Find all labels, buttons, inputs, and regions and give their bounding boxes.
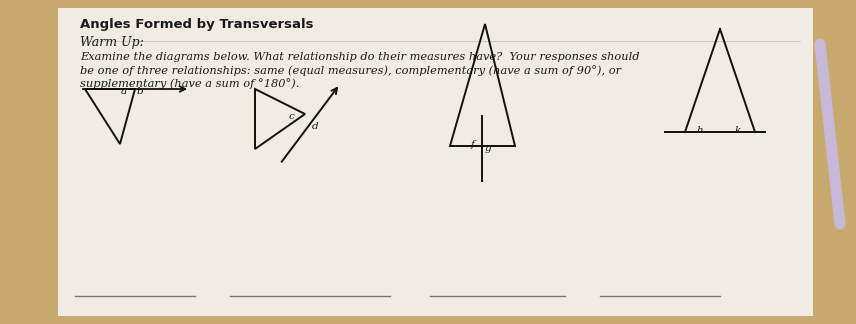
Text: be one of three relationships: same (equal measures), complementary (have a sum : be one of three relationships: same (equ… [80, 65, 621, 76]
Text: c: c [288, 112, 294, 121]
Text: a: a [121, 87, 127, 96]
Text: Angles Formed by Transversals: Angles Formed by Transversals [80, 18, 313, 31]
FancyBboxPatch shape [58, 8, 813, 316]
Text: Examine the diagrams below. What relationship do their measures have?  Your resp: Examine the diagrams below. What relatio… [80, 52, 639, 62]
Text: Warm Up:: Warm Up: [80, 36, 144, 49]
Text: b: b [137, 87, 143, 96]
Text: k: k [734, 126, 741, 135]
Text: supplementary (have a sum of °180°).: supplementary (have a sum of °180°). [80, 78, 300, 89]
Text: h: h [697, 126, 704, 135]
Text: f: f [471, 140, 475, 149]
Text: g: g [485, 144, 491, 153]
Text: d: d [312, 122, 318, 131]
